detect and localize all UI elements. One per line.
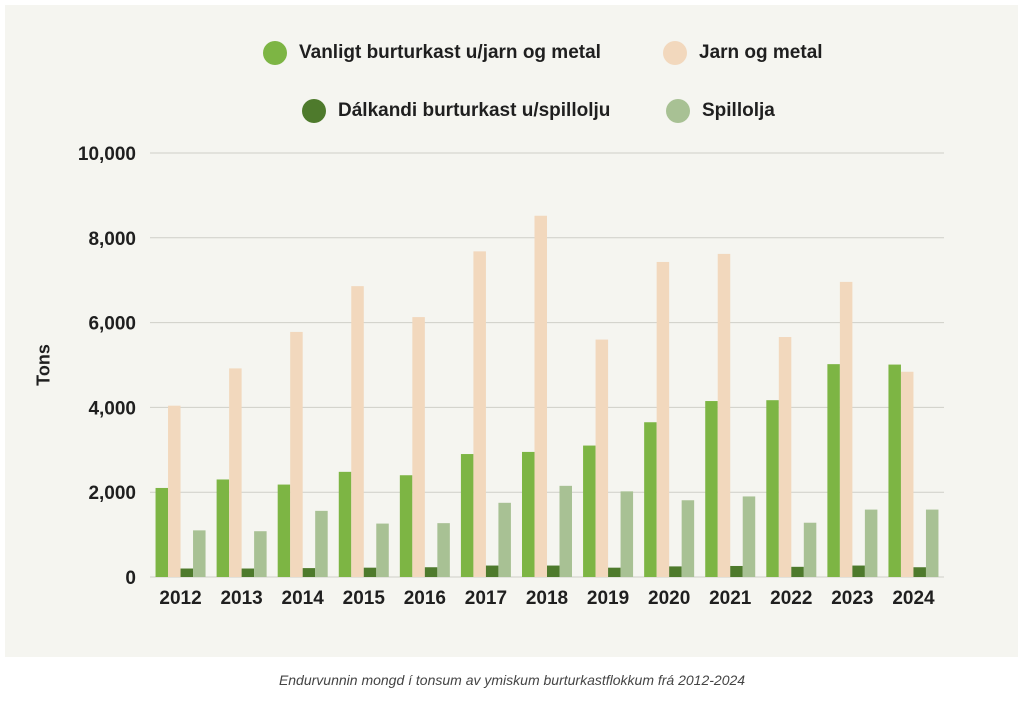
bar-2012-series-2 <box>180 568 194 577</box>
bar-2024-series-3 <box>925 509 939 577</box>
x-tick-label: 2012 <box>159 588 201 609</box>
bar-2015-series-0 <box>338 471 352 577</box>
legend-swatch-dalkandi <box>302 99 326 123</box>
y-tick-label: 0 <box>125 568 136 589</box>
bar-2017-series-3 <box>498 502 511 577</box>
bars <box>155 215 939 578</box>
bar-2020-series-0 <box>644 422 657 577</box>
x-tick-label: 2014 <box>282 588 325 609</box>
bar-2023-series-1 <box>839 281 853 577</box>
legend-swatch-spillolja <box>666 99 690 123</box>
y-tick-label: 8,000 <box>88 229 136 250</box>
bar-2012-series-1 <box>168 405 181 577</box>
y-tick-label: 4,000 <box>88 398 136 419</box>
bar-2014-series-0 <box>277 484 291 577</box>
bar-2024-series-2 <box>913 567 926 577</box>
bar-2019-series-3 <box>620 491 634 577</box>
bar-2023-series-2 <box>852 565 865 577</box>
bar-2022-series-0 <box>766 400 779 577</box>
bar-2021-series-2 <box>730 565 743 577</box>
legend-item-jarn: Jarn og metal <box>663 41 823 65</box>
bar-2013-series-3 <box>254 531 267 577</box>
bar-2013-series-2 <box>241 568 255 577</box>
x-tick-labels: 2012 2013 2014 2015 2016 2017 2018 2019 2020 2021… <box>159 588 935 609</box>
legend-label-vanligt: Vanligt burturkast u/jarn og metal <box>299 42 601 63</box>
bar-2017-series-2 <box>485 565 499 577</box>
bar-2018-series-2 <box>547 565 560 577</box>
y-tick-label: 6,000 <box>88 314 136 335</box>
legend-label-jarn: Jarn og metal <box>699 42 823 63</box>
bar-2020-series-1 <box>656 261 670 577</box>
y-tick-label: 2,000 <box>88 483 136 504</box>
bar-2022-series-2 <box>791 566 804 577</box>
bar-2022-series-3 <box>803 522 817 577</box>
bar-2014-series-2 <box>302 568 316 577</box>
bar-2024-series-1 <box>900 371 914 577</box>
bar-2022-series-1 <box>778 337 792 577</box>
x-tick-label: 2024 <box>892 588 935 609</box>
figure-caption: Endurvunnin mongd í tonsum av ymiskum bu… <box>278 672 746 688</box>
y-tick-label: 10,000 <box>78 144 136 165</box>
legend-swatch-vanligt <box>263 41 287 65</box>
bar-2018-series-1 <box>534 215 547 577</box>
bar-2024-series-0 <box>888 364 901 577</box>
bar-2020-series-2 <box>669 566 682 577</box>
bar-2016-series-3 <box>437 523 450 577</box>
bar-2019-series-0 <box>583 445 596 577</box>
bar-2023-series-0 <box>827 364 840 577</box>
legend-item-dalkandi: Dálkandi burturkast u/spillolju <box>302 99 610 123</box>
x-tick-label: 2023 <box>831 588 873 609</box>
legend-item-vanligt: Vanligt burturkast u/jarn og metal <box>263 41 601 65</box>
x-tick-label: 2022 <box>770 588 812 609</box>
y-axis-title: Tons <box>33 344 54 386</box>
x-tick-label: 2015 <box>343 588 386 609</box>
bar-2021-series-1 <box>717 253 731 578</box>
bar-2015-series-2 <box>363 567 377 577</box>
bar-2015-series-3 <box>376 523 389 577</box>
x-tick-label: 2017 <box>465 588 507 609</box>
bar-2020-series-3 <box>681 500 695 577</box>
x-tick-label: 2016 <box>404 588 446 609</box>
bar-2012-series-0 <box>155 487 169 577</box>
bar-2019-series-1 <box>595 339 609 577</box>
bar-2016-series-1 <box>412 317 425 577</box>
legend-label-spillolja: Spillolja <box>702 100 775 121</box>
bar-2017-series-1 <box>473 251 486 578</box>
bar-2019-series-2 <box>608 567 621 577</box>
bar-2013-series-1 <box>229 368 242 577</box>
bar-2012-series-3 <box>193 530 206 577</box>
bar-2018-series-0 <box>522 451 535 577</box>
legend-swatch-jarn <box>663 41 687 65</box>
y-tick-labels: 0 2,000 4,000 6,000 8,000 10,000 <box>78 144 136 589</box>
x-tick-label: 2020 <box>648 588 690 609</box>
bar-2015-series-1 <box>351 286 364 577</box>
bar-2014-series-3 <box>315 510 328 577</box>
bar-2014-series-1 <box>290 331 303 577</box>
bar-2021-series-0 <box>705 401 718 577</box>
legend-item-spillolja: Spillolja <box>666 99 775 123</box>
bar-2021-series-3 <box>742 496 756 577</box>
bar-2023-series-3 <box>864 509 878 577</box>
bar-2016-series-2 <box>424 567 438 577</box>
x-tick-label: 2021 <box>709 588 752 609</box>
legend-label-dalkandi: Dálkandi burturkast u/spillolju <box>338 100 611 121</box>
bar-2018-series-3 <box>559 485 572 577</box>
bar-2016-series-0 <box>399 475 413 577</box>
x-tick-label: 2019 <box>587 588 629 609</box>
bar-2017-series-0 <box>460 454 474 577</box>
x-tick-label: 2013 <box>220 588 262 609</box>
x-tick-label: 2018 <box>526 588 568 609</box>
bar-2013-series-0 <box>216 479 230 577</box>
